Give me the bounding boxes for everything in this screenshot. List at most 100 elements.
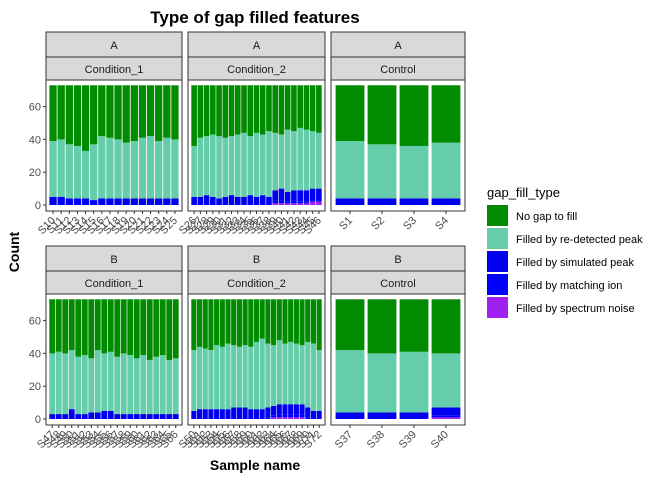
x-tick-label: S39 (397, 429, 419, 451)
bar-spectrum-noise (297, 203, 303, 205)
bar-no-gap (316, 299, 322, 351)
bar-redetected-peak (225, 343, 231, 410)
bar-redetected-peak (276, 340, 282, 405)
bar-no-gap (248, 299, 254, 347)
bar-no-gap (159, 299, 166, 356)
bar-spectrum-noise (303, 203, 310, 205)
bar-redetected-peak (241, 132, 247, 197)
strip-row (330, 245, 466, 272)
bar-no-gap (101, 299, 108, 354)
bar-no-gap (335, 299, 365, 351)
bar-simulated-peak (278, 188, 285, 201)
bar-redetected-peak (81, 150, 90, 199)
legend-title: gap_fill_type (487, 185, 560, 200)
bar-matching-ion (265, 417, 271, 419)
x-tick-label: S40 (429, 429, 451, 451)
bar-redetected-peak (222, 137, 229, 197)
bar-redetected-peak (171, 139, 179, 199)
bar-simulated-peak (196, 409, 203, 419)
bar-redetected-peak (122, 142, 130, 199)
bar-redetected-peak (101, 353, 108, 411)
bar-redetected-peak (57, 139, 65, 197)
bar-redetected-peak (309, 131, 316, 189)
facet-panels: ACondition_10204060S10S11S12S13S14S15S16… (29, 31, 466, 451)
bar-redetected-peak (284, 129, 291, 192)
bar-spectrum-noise (309, 201, 316, 205)
bar-redetected-peak (253, 341, 260, 410)
bar-spectrum-noise (276, 417, 282, 419)
bar-no-gap (62, 299, 69, 354)
bar-simulated-peak (335, 412, 365, 419)
bar-no-gap (88, 299, 95, 359)
bar-redetected-peak (114, 139, 122, 199)
bar-matching-ion (284, 201, 291, 204)
bar-simulated-peak (73, 198, 82, 205)
bar-redetected-peak (248, 346, 254, 410)
bar-no-gap (278, 85, 285, 135)
bar-redetected-peak (291, 131, 297, 191)
bar-redetected-peak (197, 137, 204, 197)
bar-redetected-peak (81, 355, 88, 415)
strip-row-label: A (110, 40, 118, 52)
bar-simulated-peak (65, 198, 73, 205)
bar-no-gap (241, 85, 247, 133)
x-tick-label: S37 (333, 429, 355, 451)
bar-matching-ion (309, 200, 316, 202)
bar-spectrum-noise (271, 417, 277, 419)
bar-simulated-peak (219, 409, 225, 419)
bar-redetected-peak (214, 345, 220, 410)
bar-simulated-peak (309, 188, 316, 201)
bar-redetected-peak (49, 353, 56, 415)
bar-simulated-peak (367, 412, 397, 419)
bar-no-gap (216, 85, 222, 137)
bar-no-gap (140, 299, 147, 356)
strip-col-label: Condition_2 (227, 64, 286, 76)
bar-simulated-peak (259, 195, 266, 205)
bar-no-gap (196, 299, 203, 347)
bar-no-gap (234, 85, 241, 135)
bar-no-gap (276, 299, 282, 341)
bar-redetected-peak (159, 355, 166, 415)
bar-simulated-peak (138, 198, 147, 205)
bar-simulated-peak (106, 198, 114, 205)
bar-no-gap (284, 85, 291, 130)
bar-spectrum-noise (288, 417, 294, 419)
bar-redetected-peak (49, 141, 57, 197)
bar-redetected-peak (316, 350, 322, 411)
bar-simulated-peak (191, 410, 197, 419)
bar-redetected-peak (234, 134, 241, 197)
bar-redetected-peak (399, 145, 429, 199)
bar-no-gap (49, 85, 57, 142)
bar-simulated-peak (282, 404, 288, 415)
bar-redetected-peak (166, 359, 173, 415)
x-tick-label: S1 (337, 215, 355, 233)
bar-no-gap (171, 85, 179, 140)
bar-redetected-peak (231, 345, 237, 408)
bar-simulated-peak (234, 196, 241, 205)
bar-simulated-peak (191, 196, 197, 205)
bar-simulated-peak (202, 409, 208, 419)
bar-no-gap (253, 85, 260, 133)
bar-spectrum-noise (291, 203, 297, 205)
legend-label: Filled by spectrum noise (516, 303, 635, 315)
bar-simulated-peak (253, 409, 260, 419)
bar-redetected-peak (219, 346, 225, 410)
bar-redetected-peak (75, 356, 82, 415)
bar-redetected-peak (367, 353, 397, 413)
bar-no-gap (130, 85, 138, 142)
bar-no-gap (271, 299, 277, 346)
bar-no-gap (272, 85, 279, 133)
x-axis-title: Sample name (210, 457, 300, 473)
bar-no-gap (155, 85, 163, 142)
bar-simulated-peak (171, 198, 179, 205)
strip-row (187, 31, 326, 58)
bar-spectrum-noise (431, 417, 461, 419)
bar-no-gap (310, 299, 317, 344)
y-tick-label: 60 (29, 102, 41, 114)
bar-simulated-peak (228, 195, 235, 205)
bar-no-gap (399, 85, 429, 146)
bar-redetected-peak (62, 353, 69, 415)
bar-redetected-peak (114, 356, 121, 415)
bar-redetected-peak (163, 137, 171, 199)
